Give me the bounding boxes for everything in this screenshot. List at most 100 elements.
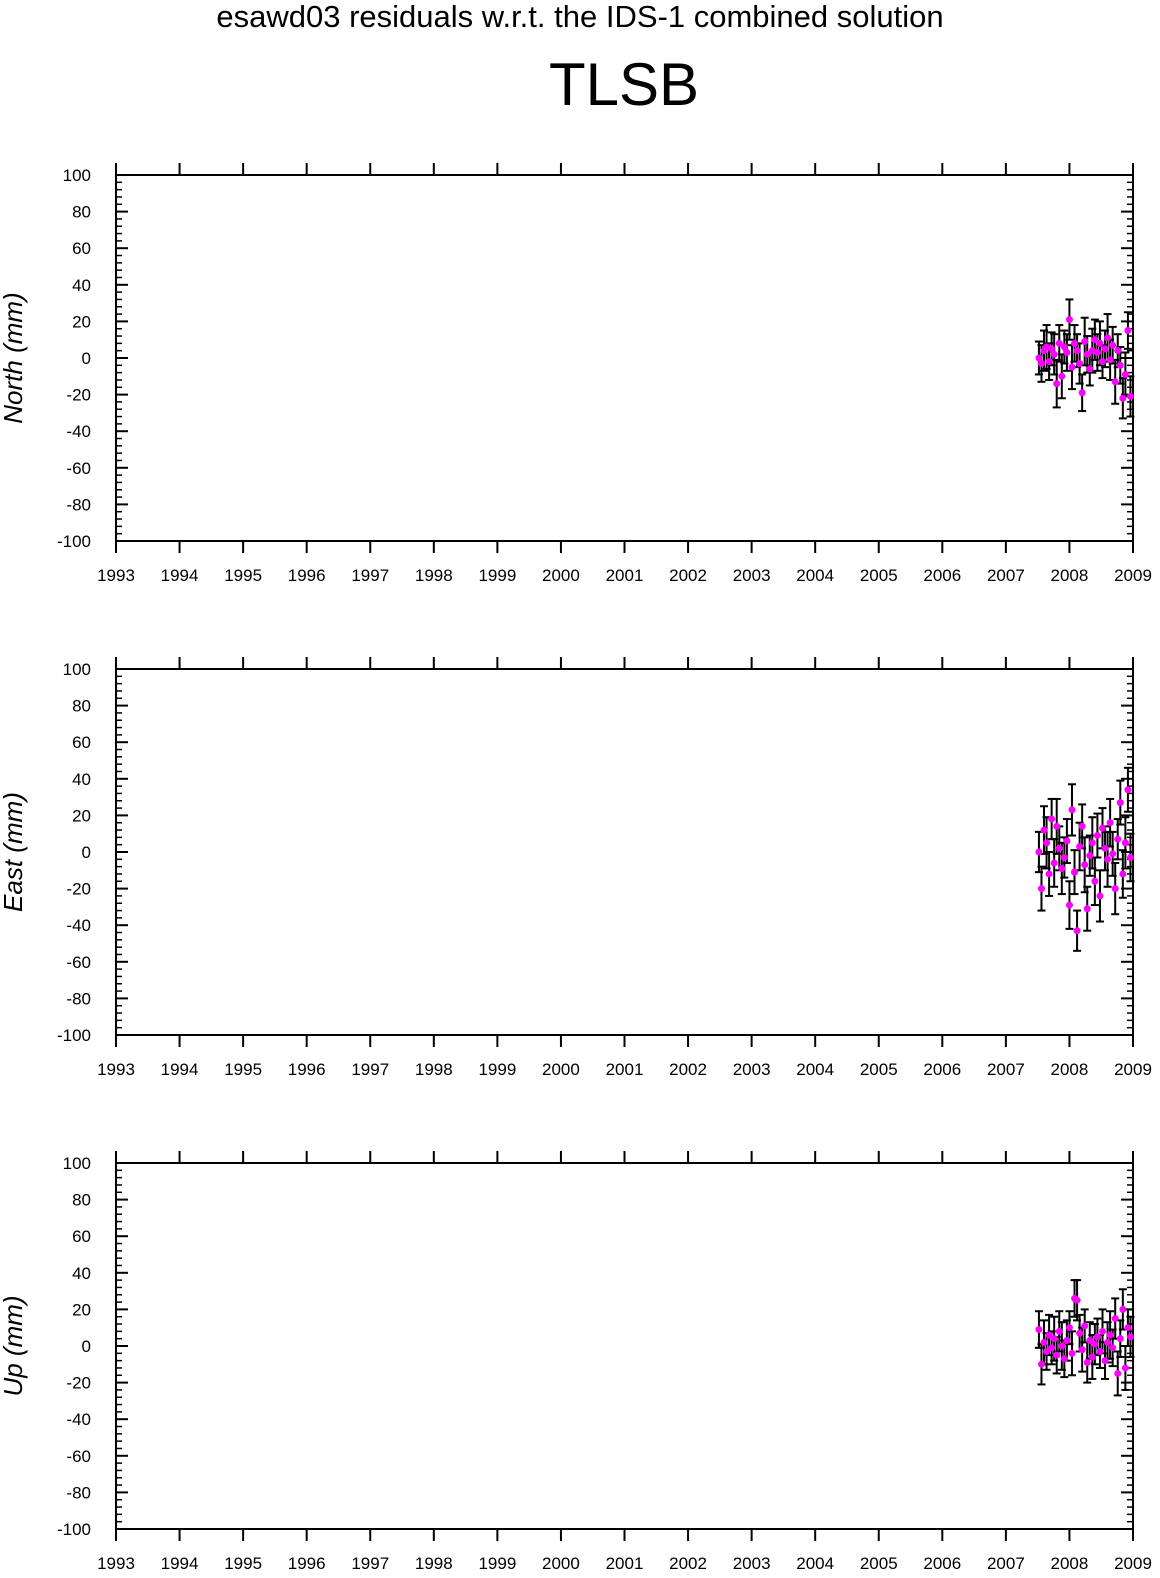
- data-point: [1081, 338, 1089, 346]
- figure-title: esawd03 residuals w.r.t. the IDS-1 combi…: [216, 0, 944, 34]
- y-tick-label: 60: [72, 733, 91, 752]
- data-point: [1111, 1315, 1119, 1323]
- y-tick-label: 0: [82, 349, 91, 368]
- y-tick-label: -20: [66, 386, 91, 405]
- x-tick-label: 1999: [478, 1554, 516, 1573]
- x-tick-label: 2005: [860, 1554, 898, 1573]
- data-point: [1124, 327, 1132, 335]
- y-tick-label: -100: [57, 1520, 91, 1539]
- data-point: [1091, 1340, 1099, 1348]
- x-tick-label: 1994: [161, 1554, 199, 1573]
- x-tick-label: 2009: [1114, 1060, 1152, 1079]
- data-point: [1086, 852, 1094, 860]
- data-point: [1058, 372, 1066, 380]
- data-point: [1109, 850, 1117, 858]
- y-tick-label: -20: [66, 1374, 91, 1393]
- x-tick-label: 1995: [224, 566, 262, 585]
- data-point: [1037, 359, 1045, 367]
- data-point: [1071, 868, 1079, 876]
- data-point: [1119, 1305, 1127, 1313]
- data-point: [1098, 358, 1106, 366]
- y-tick-label: -60: [66, 953, 91, 972]
- data-point: [1124, 786, 1132, 794]
- data-point: [1073, 927, 1081, 935]
- x-tick-label: 2005: [860, 566, 898, 585]
- y-tick-label: 20: [72, 312, 91, 331]
- x-tick-label: 1997: [351, 566, 389, 585]
- data-point: [1119, 870, 1127, 878]
- x-tick-label: 2003: [733, 1554, 771, 1573]
- data-point: [1043, 839, 1051, 847]
- x-tick-label: 2002: [669, 1060, 707, 1079]
- station-name: TLSB: [548, 51, 700, 118]
- data-point: [1086, 1337, 1094, 1345]
- x-tick-label: 1994: [161, 566, 199, 585]
- x-tick-label: 1997: [351, 1060, 389, 1079]
- x-tick-label: 1997: [351, 1554, 389, 1573]
- y-tick-label: 80: [72, 697, 91, 716]
- data-point: [1121, 839, 1129, 847]
- data-point: [1045, 870, 1053, 878]
- data-point: [1101, 844, 1109, 852]
- data-point: [1111, 885, 1119, 893]
- y-tick-label: -80: [66, 495, 91, 514]
- data-point: [1063, 349, 1071, 357]
- data-point: [1055, 844, 1063, 852]
- y-tick-label: 40: [72, 1264, 91, 1283]
- x-tick-label: 1996: [288, 566, 326, 585]
- panel-north: 1993 1994 1995 1996 1997 1998 1999 2000 2001 2002…: [0, 163, 1152, 585]
- y-tick-label: 0: [82, 1337, 91, 1356]
- x-tick-label: 2006: [923, 1060, 961, 1079]
- y-axis-label-north: North (mm): [0, 292, 28, 423]
- data-point: [1093, 832, 1101, 840]
- data-point: [1088, 839, 1096, 847]
- data-point: [1104, 1338, 1112, 1346]
- data-point: [1055, 339, 1063, 347]
- data-point: [1096, 892, 1104, 900]
- data-point: [1104, 334, 1112, 342]
- data-point: [1098, 1327, 1106, 1335]
- y-tick-label: -80: [66, 989, 91, 1008]
- x-tick-label: 1996: [288, 1060, 326, 1079]
- data-point: [1126, 853, 1134, 861]
- y-tick-label: 100: [63, 1154, 91, 1173]
- x-tick-label: 2002: [669, 566, 707, 585]
- x-tick-label: 2002: [669, 1554, 707, 1573]
- data-point: [1078, 822, 1086, 830]
- x-tick-label: 1998: [415, 1554, 453, 1573]
- data-point: [1053, 380, 1061, 388]
- x-tick-label: 1999: [478, 1060, 516, 1079]
- y-tick-label: -20: [66, 880, 91, 899]
- data-point: [1048, 1344, 1056, 1352]
- x-tick-label: 2007: [987, 1554, 1025, 1573]
- data-point: [1037, 1360, 1045, 1368]
- data-point: [1063, 837, 1071, 845]
- y-tick-label: 100: [63, 166, 91, 185]
- data-point: [1078, 389, 1086, 397]
- data-point: [1091, 877, 1099, 885]
- data-point: [1109, 1344, 1117, 1352]
- data-point: [1060, 1355, 1068, 1363]
- x-tick-label: 2007: [987, 1060, 1025, 1079]
- data-point: [1076, 1329, 1084, 1337]
- data-point: [1114, 835, 1122, 843]
- data-point: [1098, 824, 1106, 832]
- x-tick-label: 2008: [1051, 1554, 1089, 1573]
- data-point: [1126, 1333, 1134, 1341]
- plot-frame: [115, 174, 1134, 542]
- data-point: [1083, 1358, 1091, 1366]
- data-point: [1086, 365, 1094, 373]
- data-point: [1101, 1357, 1109, 1365]
- data-point: [1114, 1369, 1122, 1377]
- x-tick-label: 2006: [923, 1554, 961, 1573]
- data-point: [1065, 901, 1073, 909]
- data-point: [1043, 1347, 1051, 1355]
- y-tick-label: 40: [72, 276, 91, 295]
- data-point: [1101, 345, 1109, 353]
- data-point: [1116, 799, 1124, 807]
- data-point: [1121, 370, 1129, 378]
- y-tick-label: -100: [57, 532, 91, 551]
- x-tick-label: 1995: [224, 1060, 262, 1079]
- data-point: [1063, 1337, 1071, 1345]
- data-point: [1037, 885, 1045, 893]
